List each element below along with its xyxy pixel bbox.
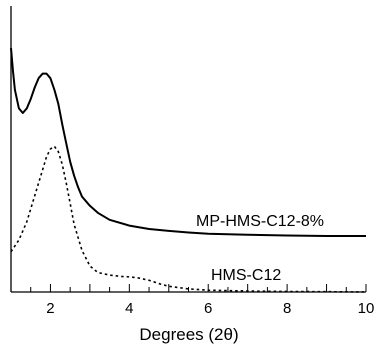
x-axis-title: Degrees (2θ) <box>139 325 238 344</box>
x-tick-label: 4 <box>125 300 133 317</box>
series-layer <box>10 48 367 293</box>
series-label-hms-c12: HMS-C12 <box>211 267 281 284</box>
series-label-mp-hms-c12-8: MP-HMS-C12-8% <box>196 213 324 230</box>
axes-layer <box>10 6 367 293</box>
x-tick-label: 6 <box>204 300 212 317</box>
mp-hms-c12-8-curve <box>10 48 366 237</box>
x-tick-label: 8 <box>283 300 291 317</box>
x-tick-label: 10 <box>358 300 375 317</box>
labels-layer: 2 4 6 8 10 Degrees (2θ) MP-HMS-C12-8% HMS-C12 <box>46 213 374 344</box>
x-tick-label: 2 <box>46 300 54 317</box>
